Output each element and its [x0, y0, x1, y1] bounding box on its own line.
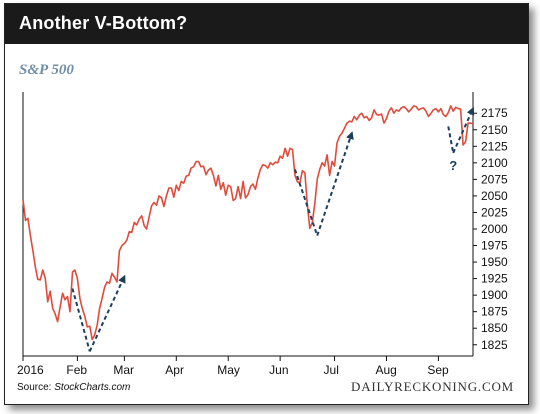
- x-tick-label: Mar: [113, 363, 134, 377]
- y-tick-label: 2075: [481, 172, 508, 186]
- x-tick-label: Sep: [427, 363, 449, 377]
- chart-subtitle: S&P 500: [19, 62, 74, 78]
- y-tick-label: 1850: [481, 321, 508, 335]
- x-tick-label: May: [217, 363, 240, 377]
- v-right-arrow: [316, 131, 354, 236]
- y-tick-label: 2025: [481, 205, 508, 219]
- y-tick-label: 1825: [481, 338, 508, 352]
- y-tick-label: 1975: [481, 239, 508, 253]
- x-axis-ticks: 2016 Feb Mar Apr May Jun Jul Aug Sep: [17, 356, 449, 377]
- y-tick-label: 2175: [481, 106, 508, 120]
- v-left-arrow: [294, 169, 319, 236]
- v-left-arrow: [447, 126, 455, 154]
- x-tick-label: Jun: [269, 363, 288, 377]
- y-tick-label: 1875: [481, 305, 508, 319]
- chart-frame: Another V-Bottom? S&P 500 1825 1850 1875 19…: [4, 3, 529, 405]
- v-left-arrow: [71, 288, 91, 352]
- y-tick-label: 2050: [481, 189, 508, 203]
- source-prefix: Source:: [17, 382, 55, 393]
- x-tick-label: Jul: [324, 363, 339, 377]
- y-tick-label: 2150: [481, 123, 508, 137]
- source-name: StockCharts.com: [54, 382, 131, 393]
- v-right-arrow: [452, 106, 475, 154]
- y-tick-label: 2000: [481, 222, 508, 236]
- chart-title: Another V-Bottom?: [19, 13, 188, 33]
- v-right-arrow: [88, 274, 126, 352]
- series-layer: [22, 105, 474, 341]
- line-chart: 1825 1850 1875 1900 1925 1950 1975 2000 2025 2050…: [17, 92, 508, 377]
- x-tick-label: Feb: [66, 363, 87, 377]
- x-tick-label: 2016: [17, 363, 44, 377]
- y-tick-label: 1950: [481, 255, 508, 269]
- y-tick-label: 2125: [481, 139, 508, 153]
- question-mark-label: ?: [449, 158, 457, 173]
- source-note: Source: StockCharts.com: [17, 382, 130, 393]
- x-tick-label: Apr: [165, 363, 184, 377]
- brand-watermark: DAILYRECKONING.COM: [351, 379, 514, 394]
- y-axis-ticks: 1825 1850 1875 1900 1925 1950 1975 2000 2025 2050…: [473, 106, 508, 352]
- annotations-layer: ?: [71, 106, 475, 352]
- y-tick-label: 2100: [481, 156, 508, 170]
- y-tick-label: 1900: [481, 288, 508, 302]
- y-tick-label: 1925: [481, 272, 508, 286]
- title-bar: Another V-Bottom?: [5, 4, 528, 44]
- sp500-series-line: [22, 105, 474, 341]
- x-tick-label: Aug: [375, 363, 396, 377]
- axes: [22, 92, 474, 360]
